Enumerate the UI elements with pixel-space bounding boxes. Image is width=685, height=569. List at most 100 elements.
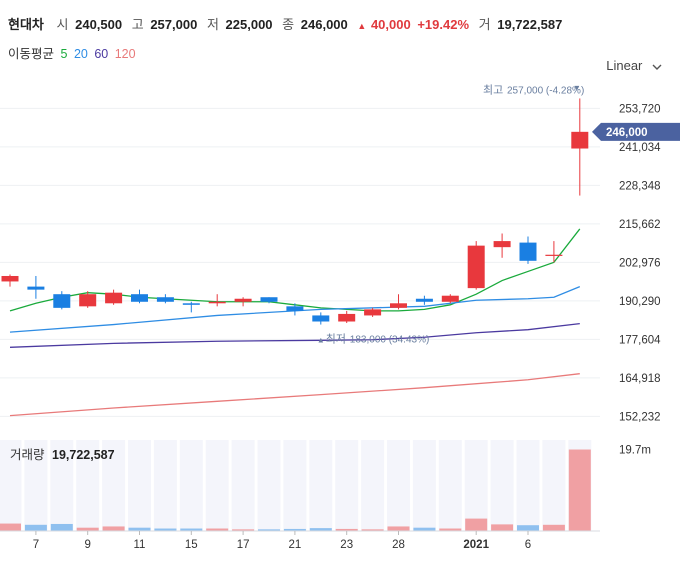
volume-bar (180, 528, 203, 531)
price-tick-label: 152,232 (619, 411, 661, 423)
x-tick-label: 23 (340, 539, 353, 551)
volume-column-bg (335, 440, 359, 531)
candle-body (53, 294, 71, 308)
x-tick-label: 15 (185, 539, 198, 551)
price-tick-label: 228,348 (619, 180, 661, 192)
volume-column-bg (153, 440, 177, 531)
open-value: 240,500 (75, 17, 123, 32)
price-tick-label: 202,976 (619, 257, 661, 269)
x-tick-label: 28 (392, 539, 405, 551)
volume-bar (154, 528, 177, 531)
volume-column-bg (76, 440, 100, 531)
candle-body (390, 303, 407, 308)
high-annotation-value: 257,000 (-4.28%) (507, 85, 584, 96)
volume-bar (309, 528, 332, 531)
candle-body (545, 254, 563, 256)
candle-body (79, 294, 97, 307)
volume-column-bg (179, 440, 203, 531)
high-value: 257,000 (150, 17, 198, 32)
x-tick-label: 2021 (463, 539, 489, 551)
change-percent: +19.42% (417, 17, 470, 32)
volume-tick-label: 19.7m (619, 445, 651, 457)
price-tick-label: 253,720 (619, 103, 661, 115)
volume-column-bg (283, 440, 307, 531)
volume-bar (465, 518, 488, 531)
close-label: 종 (282, 17, 295, 32)
price-tick-label: 177,604 (619, 334, 661, 346)
low-label: 저 (206, 17, 219, 32)
volume-value: 19,722,587 (497, 17, 563, 32)
low-value: 225,000 (225, 17, 273, 32)
volume-column-bg (0, 440, 22, 531)
volume-column-bg (490, 440, 514, 531)
volume-column-bg (257, 440, 281, 531)
candle-body (312, 315, 330, 322)
candle-body (182, 303, 200, 305)
volume-column-bg (464, 440, 488, 531)
price-tick-label: 190,290 (619, 296, 661, 308)
volume-column-bg (205, 440, 229, 531)
ma-120-toggle[interactable]: 120 (114, 47, 136, 61)
volume-column-bg (387, 440, 410, 531)
low-marker-icon: ▲ (317, 336, 325, 345)
volume-bar (50, 523, 73, 531)
candle-body (415, 298, 433, 302)
close-value: 246,000 (300, 17, 348, 32)
volume-bar (76, 527, 99, 531)
stock-name: 현대차 (8, 17, 44, 32)
volume-column-bg (516, 440, 540, 531)
volume-column-bg (412, 440, 436, 531)
volume-bar (102, 526, 125, 531)
candle-body (105, 292, 123, 304)
volume-panel-value: 19,722,587 (52, 448, 115, 462)
volume-column-bg (128, 440, 151, 531)
candle-body (208, 301, 226, 304)
candle-body (234, 298, 252, 302)
ma-20-toggle[interactable]: 20 (73, 47, 88, 61)
high-label: 고 (131, 17, 144, 32)
volume-column-bg (231, 440, 255, 531)
candle-body (364, 309, 382, 316)
price-tick-label: 215,662 (619, 219, 661, 231)
volume-column-bg (361, 440, 385, 531)
candle-body (131, 294, 148, 302)
candle-body (467, 245, 485, 289)
candle-body (286, 306, 304, 311)
high-annotation-label: 최고 (483, 83, 503, 96)
volume-bar (439, 528, 462, 531)
current-price-tag (592, 122, 680, 141)
x-tick-label: 21 (289, 539, 302, 551)
candle-body (338, 313, 356, 322)
volume-bar (24, 524, 47, 531)
volume-bar (258, 529, 280, 531)
volume-bar (206, 528, 229, 531)
x-tick-label: 17 (237, 539, 250, 551)
volume-column-bg (24, 440, 48, 531)
ma-5-toggle[interactable]: 5 (60, 47, 68, 61)
candle-body (260, 297, 278, 302)
ma-120-line (9, 373, 580, 417)
candle-body (441, 295, 459, 302)
moving-average-legend: 이동평균 5 20 60 120 (8, 43, 139, 62)
volume-bar (335, 528, 358, 531)
moving-average-label: 이동평균 (8, 47, 55, 61)
high-marker-icon: ▼ (573, 83, 581, 92)
x-tick-label: 11 (134, 539, 146, 551)
open-label: 시 (56, 17, 69, 32)
chevron-down-icon (652, 64, 662, 70)
low-annotation-label: 최저 (326, 333, 346, 346)
volume-label: 거 (478, 17, 491, 32)
volume-panel-label: 거래량 (10, 448, 45, 462)
volume-bar (283, 528, 306, 531)
ma-60-toggle[interactable]: 60 (94, 47, 109, 61)
candle-body (493, 241, 511, 248)
volume-column-bg (438, 440, 462, 531)
volume-bar (232, 529, 255, 531)
x-tick-label: 7 (33, 539, 39, 551)
volume-bar (542, 524, 565, 531)
scale-toggle-button[interactable]: Linear (606, 58, 663, 73)
volume-bar (517, 525, 539, 531)
volume-bar (361, 529, 384, 531)
volume-bar (387, 526, 410, 531)
